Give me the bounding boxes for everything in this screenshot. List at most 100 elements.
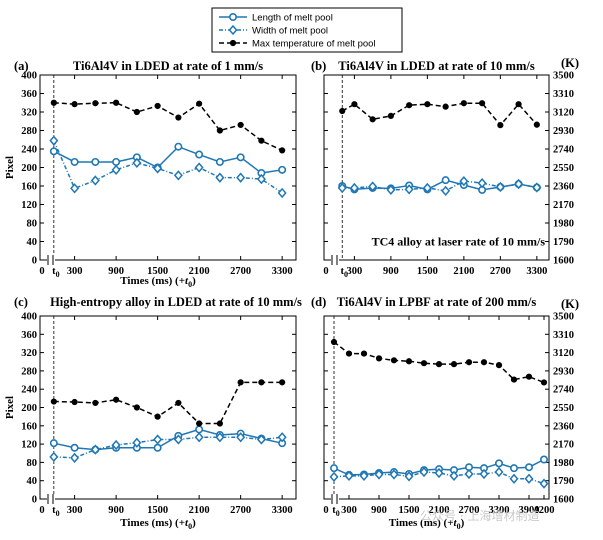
y-tick-label: 40 (27, 476, 38, 487)
data-point-width (215, 432, 225, 443)
data-point-width (344, 470, 354, 482)
x-axis-label: Times (ms) (+t0) (120, 275, 196, 289)
data-point-maxtemp (133, 108, 140, 116)
y-tick-label: 0 (32, 256, 37, 267)
data-point-width (111, 439, 121, 451)
data-point-maxtemp (405, 358, 413, 365)
data-point-maxtemp (515, 101, 522, 108)
data-point-width (337, 182, 347, 194)
y-tick-label: 2930 (553, 126, 574, 137)
plot-frame (323, 74, 550, 261)
y-tick-label: 2550 (553, 403, 574, 414)
axis-break (47, 494, 55, 504)
data-point-maxtemp (360, 350, 368, 357)
data-point-width (359, 470, 369, 482)
x-tick-label: 300 (347, 266, 363, 277)
data-point-width (374, 469, 384, 480)
series-maxtemp (50, 99, 286, 154)
data-point-maxtemp (460, 100, 467, 107)
data-point-length (174, 142, 183, 151)
y-tick-label: 3500 (553, 312, 574, 323)
series-length (49, 142, 287, 178)
series-line-maxtemp (333, 341, 545, 384)
y-tick-label: 3120 (553, 348, 574, 359)
panel-label: (a) (14, 59, 29, 73)
data-point-maxtemp (50, 398, 57, 405)
y-tick-label: 280 (21, 366, 37, 377)
x-tick-label: 3300 (489, 505, 510, 516)
data-point-length (524, 463, 533, 472)
panel-label: (d) (311, 295, 326, 309)
x-tick-label: 2700 (230, 505, 251, 516)
data-point-length (91, 157, 100, 166)
data-point-width (132, 437, 142, 448)
data-point-width (495, 181, 505, 193)
data-point-width (236, 432, 246, 443)
data-point-length (70, 443, 79, 452)
series-line-maxtemp (53, 101, 283, 152)
data-point-length (278, 165, 287, 174)
x-tick-label: 900 (108, 505, 124, 516)
data-point-maxtemp (450, 361, 458, 368)
y-tick-label: 2170 (553, 200, 574, 211)
x-tick-label: 1500 (147, 505, 168, 516)
data-point-length (49, 147, 58, 156)
y-tick-label: 320 (21, 108, 37, 119)
y-tick-label: 1790 (553, 237, 574, 248)
data-point-maxtemp (435, 361, 443, 368)
data-point-maxtemp (258, 379, 265, 386)
data-point-width (49, 135, 59, 146)
series-maxtemp (339, 100, 540, 129)
x-tick-label: 0 (323, 505, 328, 516)
y-tick-label: 3120 (553, 108, 574, 119)
data-point-width (194, 432, 204, 443)
x-tick-label: 2700 (490, 266, 511, 277)
series-width (337, 175, 542, 197)
y-tick-label: 2360 (553, 182, 574, 193)
data-point-length (329, 464, 338, 473)
data-point-width (514, 178, 524, 190)
watermark-text: 公众号 · 上海增材制造 (420, 508, 539, 523)
data-point-length (494, 459, 503, 468)
legend-label: Width of melt pool (252, 26, 328, 37)
data-point-maxtemp (345, 350, 353, 357)
x-tick-label: 2700 (459, 505, 480, 516)
data-point-maxtemp (216, 420, 223, 427)
plot-frame (39, 315, 297, 500)
axis-break (331, 494, 339, 504)
data-point-length (509, 464, 518, 473)
data-point-width (329, 471, 339, 482)
data-point-maxtemp (279, 379, 286, 386)
data-point-maxtemp (279, 147, 286, 154)
y-tick-label: 1980 (553, 458, 574, 469)
data-point-maxtemp (71, 101, 78, 108)
legend-item: Max temperature of melt pool (219, 39, 376, 50)
panel-title: High-entropy alloy in LDED at rate of 10… (50, 295, 302, 309)
data-point-maxtemp (258, 137, 265, 144)
data-point-length (153, 443, 162, 452)
y-tick-label: 1600 (553, 256, 574, 267)
x-tick-label: 3300 (272, 266, 293, 277)
y-tick-label: 2170 (553, 440, 574, 451)
y-tick-label: 1980 (553, 219, 574, 230)
y-tick-label: 2740 (553, 385, 574, 396)
x-tick-label: 0 (39, 266, 44, 277)
right-axis-unit: (K) (561, 56, 579, 70)
data-point-maxtemp (339, 107, 346, 115)
panel-a: (a) Ti6Al4V in LDED at rate of 1 mm/s 0 40 8… (4, 59, 297, 289)
data-point-width (277, 432, 287, 443)
data-point-width (509, 473, 519, 484)
series-line-maxtemp (53, 381, 283, 425)
legend-label: Length of melt pool (252, 13, 333, 24)
data-point-maxtemp (92, 399, 99, 407)
data-point-width (215, 172, 225, 183)
data-point-width (49, 451, 59, 463)
panel-d: (d) Ti6Al4V in LPBF at rate of 200 mm/s (K… (311, 295, 579, 531)
data-point-maxtemp (175, 399, 182, 407)
x-tick-label: 300 (341, 505, 357, 516)
y-tick-label: 400 (21, 71, 37, 82)
panel-title: Ti6Al4V in LDED at rate of 10 mm/s (338, 59, 535, 73)
data-point-width (173, 434, 183, 445)
panel-annotation: TC4 alloy at laser rate of 10 mm/s (372, 235, 546, 249)
